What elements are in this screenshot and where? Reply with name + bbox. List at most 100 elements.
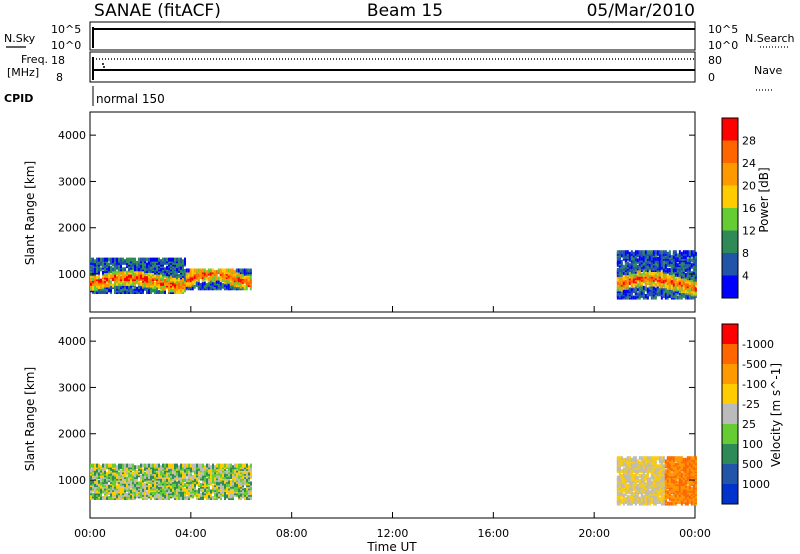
scatter-cell [243,268,246,273]
scatter-cell [620,263,623,268]
scatter-cell [138,273,140,278]
scatter-cell [654,474,657,479]
scatter-cell [126,285,128,290]
scatter-cell [98,257,100,262]
scatter-cell [242,489,244,494]
scatter-cell [654,256,657,261]
scatter-cell [172,491,174,496]
scatter-cell [128,267,130,272]
scatter-cell [195,268,198,273]
scatter-cell [642,261,645,266]
scatter-cell [212,496,214,501]
scatter-cell [680,482,683,487]
colorbar-segment [722,253,738,276]
scatter-cell [114,463,116,468]
scatter-cell [676,485,679,490]
freq-left-tick-bottom: 8 [56,71,63,84]
nsearch-label: N.Search [745,32,795,45]
scatter-cell [108,463,110,468]
scatter-cell [244,487,246,492]
scatter-cell [170,275,172,280]
scatter-cell [692,280,695,285]
scatter-cell [142,474,144,479]
scatter-cell [100,283,102,288]
scatter-cell [690,250,693,255]
scatter-cell [680,465,683,470]
scatter-cell [100,487,102,492]
scatter-cell [106,471,108,476]
scatter-cell [208,463,210,468]
scatter-cell [152,483,154,488]
scatter-cell [636,264,639,269]
scatter-cell [178,281,180,286]
scatter-cell [118,487,120,492]
scatter-cell [227,268,230,273]
scatter-cell [130,273,132,278]
scatter-cell [124,466,126,471]
scatter-cell [660,250,663,255]
power-colorbar: 4 8 12 16 20 24 28 [721,117,756,299]
scatter-cell [200,466,202,471]
scatter-cell [188,463,190,468]
scatter-cell [184,473,186,478]
scatter-cell [244,491,246,496]
scatter-cell [187,281,190,286]
scatter-cell [118,496,120,501]
scatter-cell [232,481,234,486]
scatter-cell [122,272,124,277]
scatter-cell [194,491,196,496]
scatter-cell [650,480,653,485]
scatter-cell [92,463,94,468]
scatter-cell [664,486,667,491]
scatter-cell [148,257,150,262]
colorbar-segment [722,384,738,404]
scatter-cell [144,257,146,262]
scatter-cell [692,470,695,475]
scatter-cell [684,501,687,506]
xtick-label: 16:00 [477,527,509,540]
scatter-cell [106,474,108,479]
scatter-cell [96,463,98,468]
scatter-cell [130,257,132,262]
scatter-cell [132,257,134,262]
scatter-cell [648,255,651,260]
scatter-cell [154,281,156,286]
scatter-cell [180,262,182,267]
scatter-cell [110,466,112,471]
scatter-cell [690,456,693,461]
scatter-cell [180,463,182,468]
scatter-cell [660,491,663,496]
scatter-cell [112,257,114,262]
scatter-cell [692,284,695,289]
scatter-cell [140,483,142,488]
scatter-cell [128,260,130,265]
scatter-cell [168,285,170,290]
scatter-cell [154,285,156,290]
scatter-cell [154,494,156,499]
scatter-cell [176,257,178,262]
scatter-cell [90,257,92,262]
scatter-cell [237,281,240,286]
scatter-cell [688,250,691,255]
scatter-cell [230,479,232,484]
scatter-cell [672,250,675,255]
scatter-cell [144,471,146,476]
scatter-cell [231,281,234,286]
scatter-cell [172,483,174,488]
scatter-cell [220,470,222,475]
scatter-cell [205,286,208,291]
scatter-cell [180,473,182,478]
scatter-cell [248,471,250,476]
scatter-cell [688,287,691,292]
scatter-cell [654,456,657,461]
scatter-cell [668,490,671,495]
scatter-cell [680,261,683,266]
colorbar-segment [722,324,738,344]
scatter-cell [670,271,673,276]
scatter-cell [104,479,106,484]
noise-left-tick-top: 10^5 [51,23,81,36]
scatter-cell [636,282,639,287]
scatter-cell [630,250,633,255]
scatter-cell [134,479,136,484]
scatter-cell [226,489,228,494]
